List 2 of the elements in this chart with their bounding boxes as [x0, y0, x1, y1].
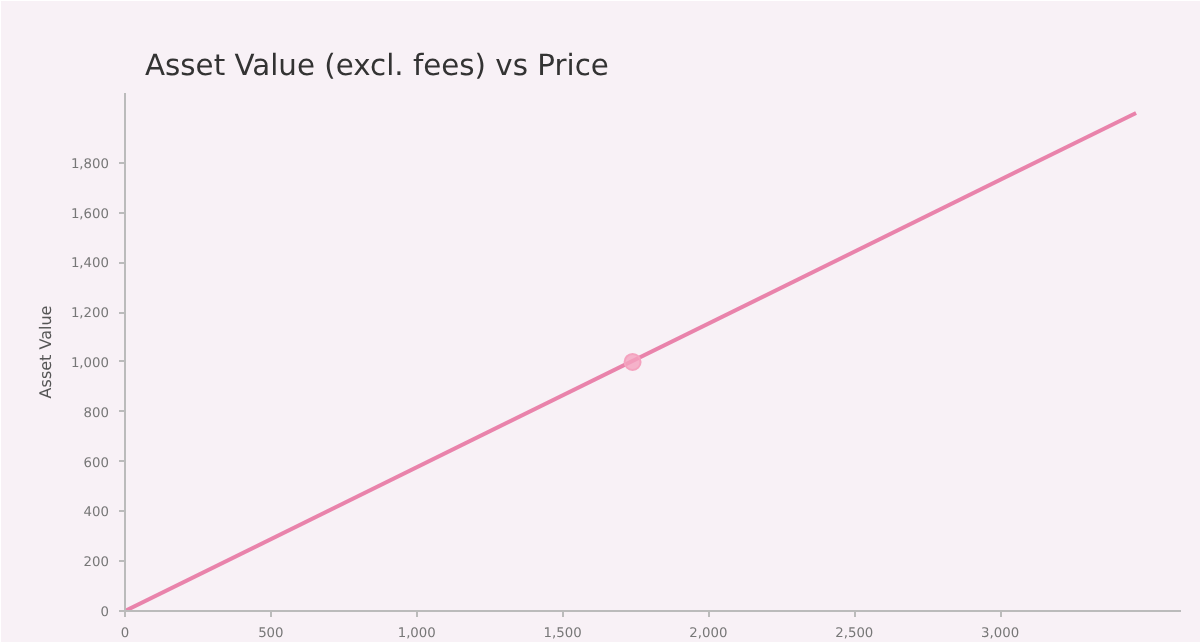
chart-title: Asset Value (excl. fees) vs Price: [145, 49, 609, 83]
y-axis-title: Asset Value: [36, 305, 55, 399]
